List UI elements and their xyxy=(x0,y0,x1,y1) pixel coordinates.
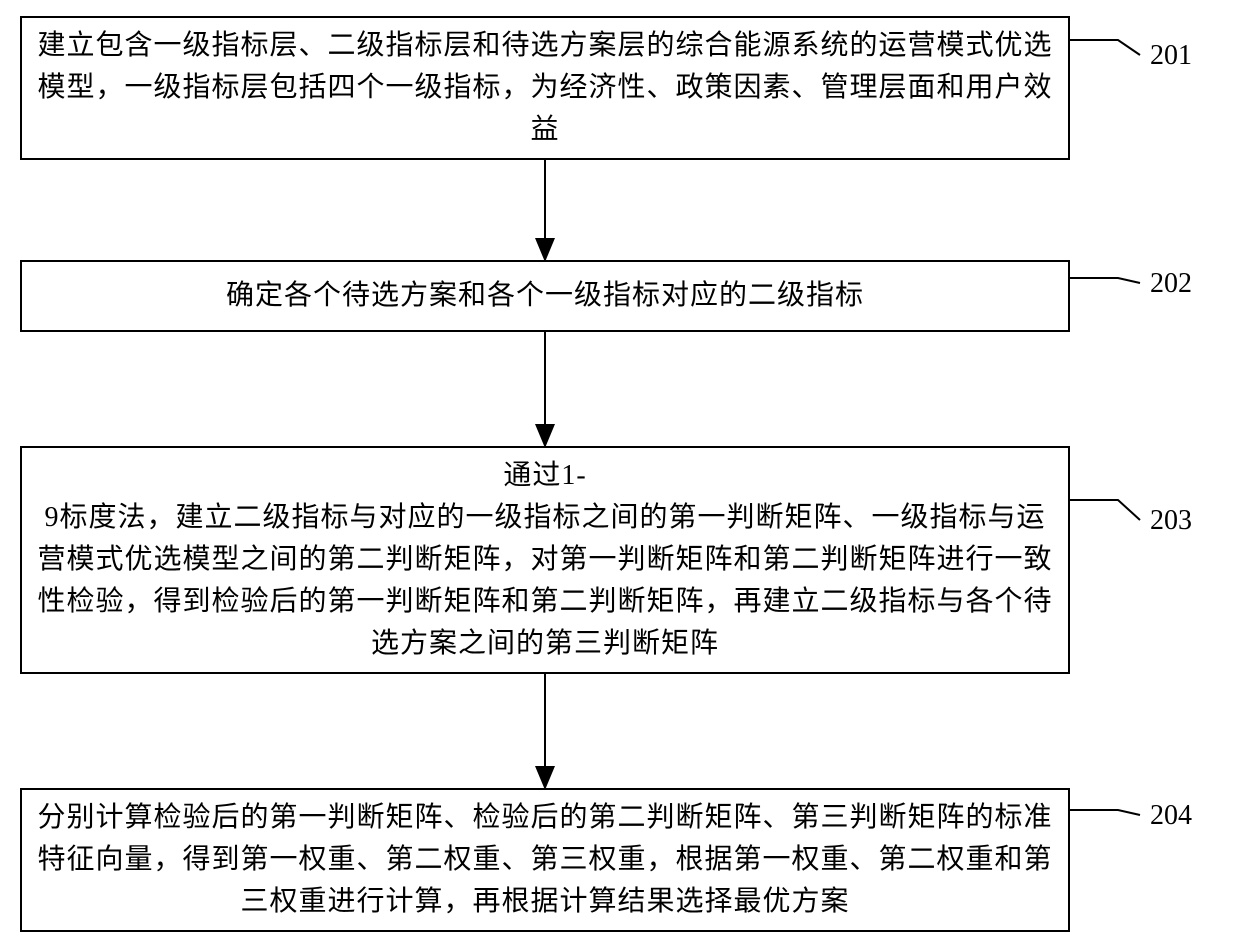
node-label: 204 xyxy=(1150,800,1192,832)
node-label: 203 xyxy=(1150,505,1192,537)
leader-line xyxy=(1070,40,1140,55)
node-text: 分别计算检验后的第一判断矩阵、检验后的第二判断矩阵、第三判断矩阵的标准特征向量，… xyxy=(34,797,1056,923)
node-label: 202 xyxy=(1150,268,1192,300)
leader-line xyxy=(1070,500,1140,520)
flowchart-node: 确定各个待选方案和各个一级指标对应的二级指标 xyxy=(20,260,1070,332)
node-text: 建立包含一级指标层、二级指标层和待选方案层的综合能源系统的运营模式优选模型，一级… xyxy=(34,25,1056,151)
leader-line xyxy=(1070,278,1140,283)
node-text: 确定各个待选方案和各个一级指标对应的二级指标 xyxy=(226,275,864,317)
flowchart-node: 分别计算检验后的第一判断矩阵、检验后的第二判断矩阵、第三判断矩阵的标准特征向量，… xyxy=(20,788,1070,932)
leader-line xyxy=(1070,810,1140,815)
flowchart-node: 通过1- 9标度法，建立二级指标与对应的一级指标之间的第一判断矩阵、一级指标与运… xyxy=(20,446,1070,674)
flowchart-canvas: 建立包含一级指标层、二级指标层和待选方案层的综合能源系统的运营模式优选模型，一级… xyxy=(0,0,1240,944)
node-text: 通过1- 9标度法，建立二级指标与对应的一级指标之间的第一判断矩阵、一级指标与运… xyxy=(34,455,1056,665)
node-label: 201 xyxy=(1150,40,1192,72)
flowchart-node: 建立包含一级指标层、二级指标层和待选方案层的综合能源系统的运营模式优选模型，一级… xyxy=(20,16,1070,160)
